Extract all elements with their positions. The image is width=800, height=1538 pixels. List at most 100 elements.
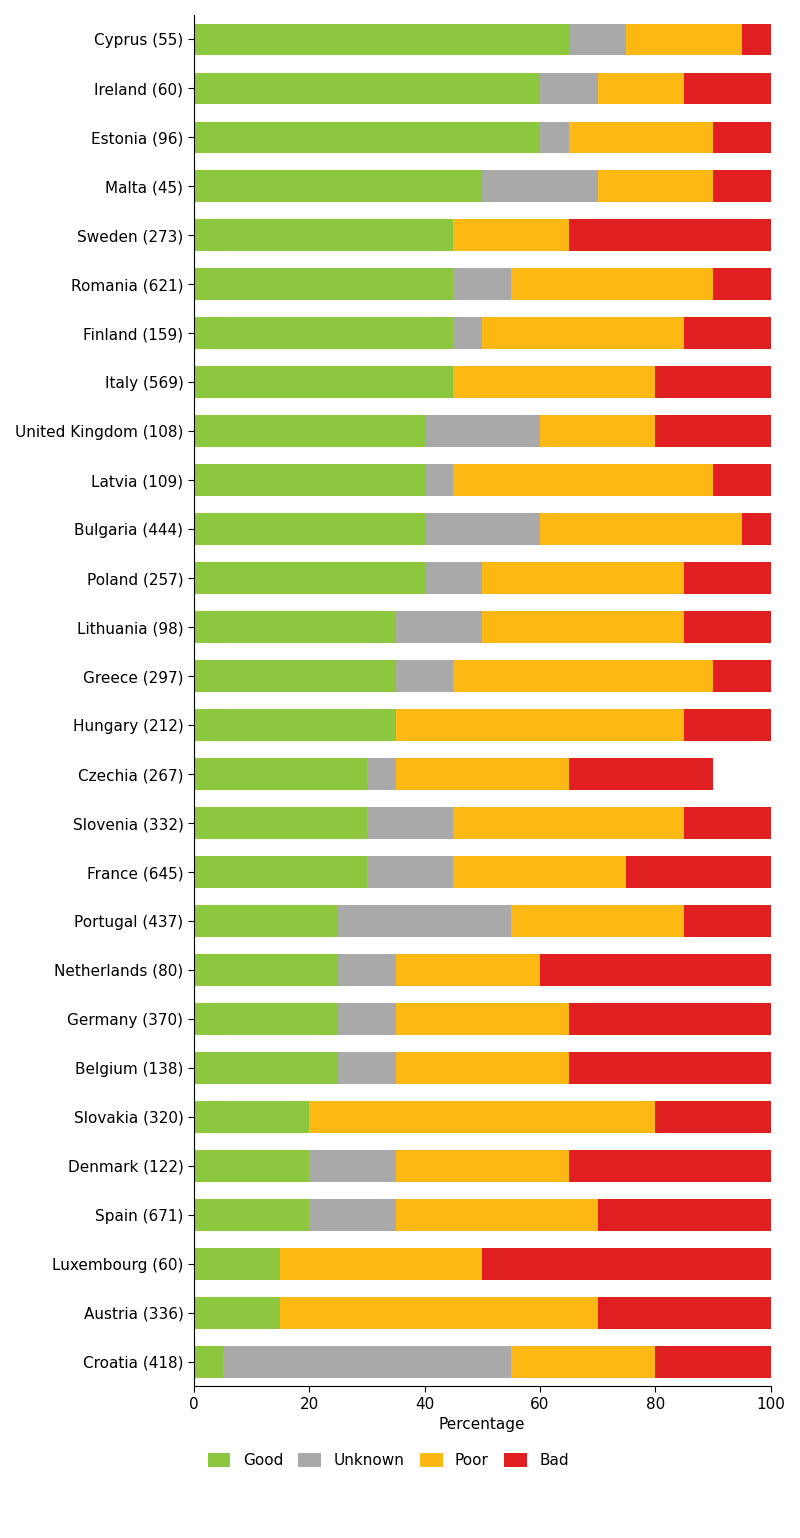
Bar bbox=[655, 1101, 770, 1134]
Bar bbox=[598, 72, 684, 105]
Bar bbox=[454, 269, 511, 300]
Bar bbox=[194, 122, 540, 154]
Bar bbox=[309, 1101, 655, 1134]
Bar bbox=[742, 23, 770, 55]
Bar bbox=[684, 611, 770, 643]
Bar bbox=[425, 514, 540, 544]
Bar bbox=[425, 415, 540, 448]
Bar bbox=[338, 904, 511, 937]
Bar bbox=[396, 1003, 569, 1035]
Bar bbox=[713, 122, 770, 154]
Bar bbox=[454, 464, 713, 497]
Bar bbox=[194, 857, 367, 887]
Bar bbox=[482, 611, 684, 643]
Bar bbox=[454, 807, 684, 838]
Bar bbox=[396, 758, 569, 791]
Bar bbox=[626, 857, 770, 887]
Bar bbox=[194, 514, 425, 544]
Bar bbox=[367, 807, 454, 838]
Bar bbox=[194, 415, 425, 448]
Bar bbox=[194, 758, 367, 791]
Bar bbox=[194, 954, 338, 986]
Bar bbox=[598, 1200, 770, 1230]
Bar bbox=[569, 122, 713, 154]
Bar bbox=[338, 954, 396, 986]
Bar bbox=[396, 660, 454, 692]
Bar bbox=[684, 72, 770, 105]
Bar bbox=[396, 1200, 598, 1230]
Bar bbox=[569, 23, 626, 55]
Bar bbox=[540, 514, 742, 544]
Bar bbox=[194, 611, 396, 643]
Bar bbox=[396, 954, 540, 986]
Bar bbox=[511, 904, 684, 937]
Bar bbox=[194, 807, 367, 838]
Bar bbox=[194, 220, 454, 251]
Bar bbox=[194, 269, 454, 300]
Bar bbox=[222, 1346, 511, 1378]
Bar bbox=[482, 563, 684, 594]
Bar bbox=[194, 464, 425, 497]
Bar bbox=[511, 1346, 655, 1378]
Bar bbox=[367, 758, 396, 791]
Bar bbox=[598, 1297, 770, 1329]
Bar bbox=[280, 1297, 598, 1329]
Bar bbox=[194, 1297, 280, 1329]
Bar bbox=[425, 464, 454, 497]
Bar bbox=[194, 1052, 338, 1084]
Bar bbox=[684, 709, 770, 741]
X-axis label: Percentage: Percentage bbox=[439, 1416, 526, 1432]
Bar bbox=[425, 563, 482, 594]
Bar bbox=[713, 464, 770, 497]
Bar bbox=[194, 1200, 309, 1230]
Bar bbox=[194, 171, 482, 203]
Bar bbox=[684, 317, 770, 349]
Bar bbox=[511, 269, 713, 300]
Bar bbox=[655, 1346, 770, 1378]
Bar bbox=[454, 660, 713, 692]
Bar bbox=[655, 366, 770, 398]
Bar bbox=[367, 857, 454, 887]
Bar bbox=[626, 23, 742, 55]
Bar bbox=[598, 171, 713, 203]
Bar bbox=[396, 1052, 569, 1084]
Bar bbox=[194, 1247, 280, 1280]
Bar bbox=[396, 709, 684, 741]
Bar bbox=[482, 317, 684, 349]
Bar bbox=[194, 1003, 338, 1035]
Bar bbox=[194, 904, 338, 937]
Bar bbox=[569, 1052, 770, 1084]
Bar bbox=[569, 1003, 770, 1035]
Bar bbox=[338, 1003, 396, 1035]
Bar bbox=[338, 1052, 396, 1084]
Bar bbox=[482, 171, 598, 203]
Bar bbox=[194, 366, 454, 398]
Bar bbox=[540, 72, 598, 105]
Bar bbox=[742, 514, 770, 544]
Bar bbox=[280, 1247, 482, 1280]
Bar bbox=[713, 269, 770, 300]
Bar bbox=[684, 904, 770, 937]
Bar bbox=[569, 1150, 770, 1181]
Bar bbox=[454, 857, 626, 887]
Bar bbox=[194, 1150, 309, 1181]
Bar bbox=[540, 415, 655, 448]
Bar bbox=[309, 1150, 396, 1181]
Bar bbox=[194, 23, 569, 55]
Bar bbox=[194, 563, 425, 594]
Bar bbox=[482, 1247, 770, 1280]
Bar bbox=[396, 1150, 569, 1181]
Bar bbox=[194, 660, 396, 692]
Bar bbox=[540, 122, 569, 154]
Bar bbox=[713, 171, 770, 203]
Bar bbox=[194, 709, 396, 741]
Bar bbox=[309, 1200, 396, 1230]
Bar bbox=[454, 220, 569, 251]
Bar bbox=[194, 1101, 309, 1134]
Bar bbox=[684, 563, 770, 594]
Bar bbox=[454, 317, 482, 349]
Bar bbox=[655, 415, 770, 448]
Bar bbox=[396, 611, 482, 643]
Bar bbox=[684, 807, 770, 838]
Bar bbox=[194, 72, 540, 105]
